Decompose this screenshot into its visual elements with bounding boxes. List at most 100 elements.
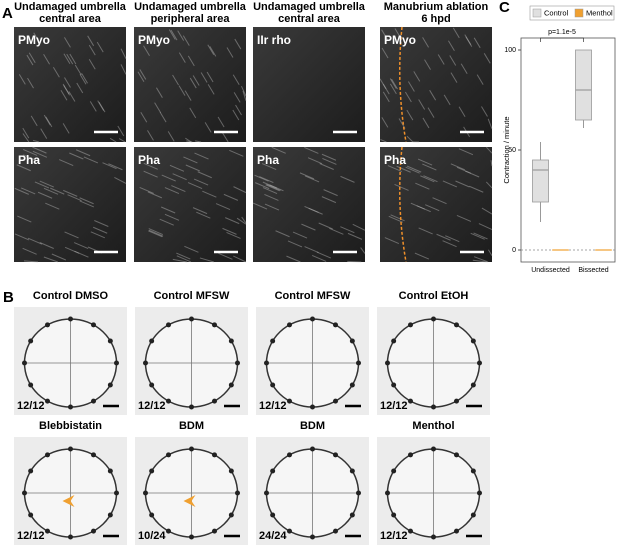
tentacle-bulb: [108, 383, 113, 388]
fiber: [347, 261, 361, 262]
tentacle-bulb: [212, 399, 217, 404]
column-title: Undamaged umbrella: [14, 1, 127, 13]
tentacle-bulb: [431, 447, 436, 452]
tentacle-bulb: [143, 491, 148, 496]
legend-label: Menthol: [586, 8, 613, 17]
tentacle-bulb: [454, 529, 459, 534]
tentacle-bulb: [189, 535, 194, 540]
tentacle-bulb: [391, 469, 396, 474]
tentacle-bulb: [350, 469, 355, 474]
tentacle-bulb: [287, 322, 292, 327]
tentacle-bulb: [333, 452, 338, 457]
stain-label: Pha: [384, 153, 406, 167]
image-title: BDM: [300, 420, 325, 432]
tentacle-bulb: [229, 383, 234, 388]
tentacle-bulb: [108, 339, 113, 344]
tentacle-bulb: [28, 469, 33, 474]
tentacle-bulb: [166, 322, 171, 327]
tentacle-bulb: [235, 361, 240, 366]
tentacle-bulb: [68, 405, 73, 410]
significance-bracket: [541, 38, 584, 42]
stain-label: Pha: [138, 153, 160, 167]
count: 12/12: [17, 530, 45, 542]
tentacle-bulb: [287, 399, 292, 404]
tentacle-bulb: [189, 447, 194, 452]
tentacle-bulb: [471, 469, 476, 474]
tentacle-bulb: [108, 513, 113, 518]
tentacle-bulb: [408, 452, 413, 457]
tentacle-bulb: [431, 317, 436, 322]
tentacle-bulb: [22, 361, 27, 366]
tentacle-bulb: [310, 447, 315, 452]
tentacle-bulb: [454, 399, 459, 404]
tentacle-bulb: [91, 322, 96, 327]
count: 10/24: [138, 530, 166, 542]
tentacle-bulb: [333, 322, 338, 327]
tentacle-bulb: [166, 399, 171, 404]
image-title: Menthol: [412, 420, 454, 432]
count: 12/12: [259, 400, 287, 412]
tentacle-bulb: [91, 452, 96, 457]
count: 12/12: [380, 530, 408, 542]
x-tick-label: Bissected: [578, 267, 608, 274]
tentacle-bulb: [22, 491, 27, 496]
tentacle-bulb: [235, 491, 240, 496]
tentacle-bulb: [212, 529, 217, 534]
tentacle-bulb: [350, 383, 355, 388]
tentacle-bulb: [471, 383, 476, 388]
tentacle-bulb: [114, 361, 119, 366]
column-title: peripheral area: [151, 13, 231, 25]
stain-label: PMyo: [384, 33, 416, 47]
tentacle-bulb: [287, 529, 292, 534]
tentacle-bulb: [385, 491, 390, 496]
tentacle-bulb: [454, 452, 459, 457]
tentacle-bulb: [333, 399, 338, 404]
plot-frame: [521, 38, 615, 262]
tentacle-bulb: [45, 399, 50, 404]
image-title: Control MFSW: [275, 290, 351, 302]
tentacle-bulb: [149, 383, 154, 388]
x-tick-label: Undissected: [531, 267, 570, 274]
tentacle-bulb: [356, 491, 361, 496]
tentacle-bulb: [471, 339, 476, 344]
panel-label: A: [2, 5, 13, 22]
count: 12/12: [380, 400, 408, 412]
tentacle-bulb: [431, 405, 436, 410]
tentacle-bulb: [350, 339, 355, 344]
column-title: central area: [39, 13, 102, 25]
tentacle-bulb: [471, 513, 476, 518]
column-title: central area: [278, 13, 341, 25]
tentacle-bulb: [270, 383, 275, 388]
tentacle-bulb: [310, 317, 315, 322]
tentacle-bulb: [333, 529, 338, 534]
tentacle-bulb: [45, 322, 50, 327]
tentacle-bulb: [229, 469, 234, 474]
panel-label: C: [499, 0, 510, 16]
column-title: Manubrium ablation: [384, 1, 489, 13]
tentacle-bulb: [28, 383, 33, 388]
box: [533, 160, 549, 202]
tentacle-bulb: [270, 339, 275, 344]
tentacle-bulb: [310, 535, 315, 540]
box: [576, 50, 592, 120]
tentacle-bulb: [264, 491, 269, 496]
tentacle-bulb: [143, 361, 148, 366]
tentacle-bulb: [408, 529, 413, 534]
y-tick-label: 0: [512, 247, 516, 254]
legend-swatch: [533, 9, 541, 17]
tentacle-bulb: [385, 361, 390, 366]
tentacle-bulb: [28, 513, 33, 518]
y-tick-label: 100: [504, 47, 516, 54]
column-title: Undamaged umbrella: [134, 1, 247, 13]
tentacle-bulb: [149, 469, 154, 474]
tentacle-bulb: [166, 452, 171, 457]
stain-label: Pha: [257, 153, 279, 167]
image-title: Control MFSW: [154, 290, 230, 302]
tentacle-bulb: [264, 361, 269, 366]
tentacle-bulb: [212, 452, 217, 457]
panel-label: B: [3, 289, 14, 306]
tentacle-bulb: [356, 361, 361, 366]
image-title: Control EtOH: [399, 290, 469, 302]
tentacle-bulb: [229, 339, 234, 344]
